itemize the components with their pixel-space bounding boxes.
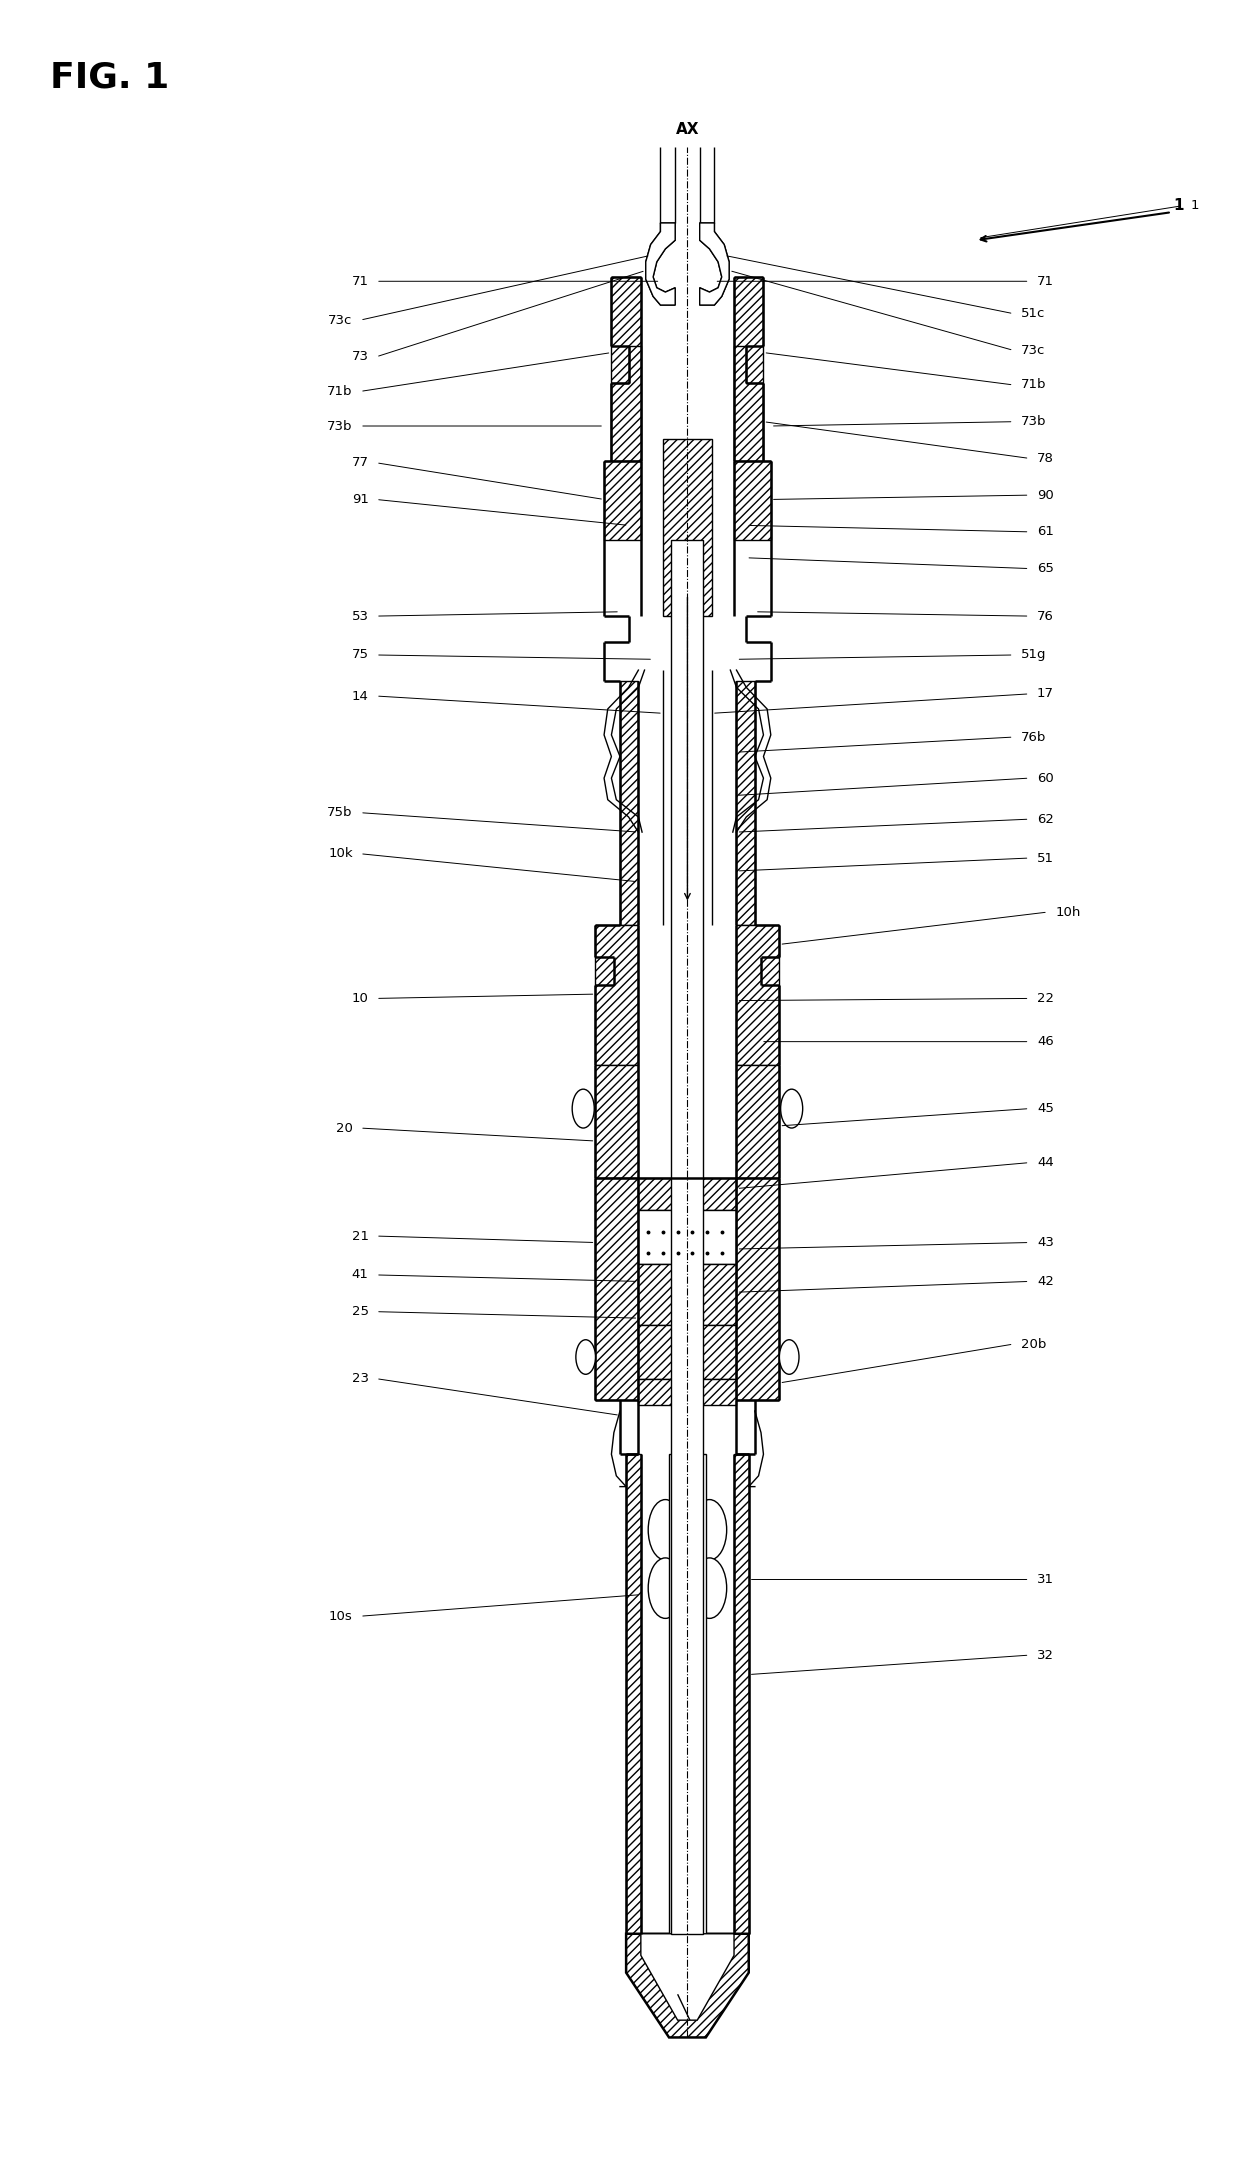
Text: 20b: 20b <box>1021 1337 1047 1350</box>
Text: 31: 31 <box>1037 1574 1054 1587</box>
Text: 10: 10 <box>352 991 368 1004</box>
Polygon shape <box>737 680 755 924</box>
Text: 20: 20 <box>336 1122 352 1135</box>
Text: 51c: 51c <box>1021 307 1045 320</box>
Text: 1: 1 <box>1190 200 1199 213</box>
Circle shape <box>781 1089 802 1128</box>
Text: 65: 65 <box>1037 563 1054 576</box>
Polygon shape <box>626 1933 749 2037</box>
Bar <box>663 439 712 615</box>
Bar <box>670 1454 706 1933</box>
Circle shape <box>649 1500 682 1561</box>
Polygon shape <box>699 224 729 304</box>
Bar <box>734 1454 749 1933</box>
Bar <box>639 1324 737 1378</box>
Text: 10s: 10s <box>329 1609 352 1622</box>
Text: 73b: 73b <box>327 420 352 433</box>
Text: 73c: 73c <box>1021 343 1045 357</box>
Bar <box>737 1065 780 1178</box>
Circle shape <box>572 1089 594 1128</box>
Circle shape <box>649 1559 682 1617</box>
Text: 75b: 75b <box>327 807 352 820</box>
Text: 32: 32 <box>1037 1648 1054 1661</box>
Text: 45: 45 <box>1037 1102 1054 1115</box>
Bar <box>639 1211 737 1263</box>
Text: 44: 44 <box>1037 1157 1054 1170</box>
Text: 78: 78 <box>1037 452 1054 465</box>
Polygon shape <box>737 924 780 1065</box>
Polygon shape <box>620 680 639 924</box>
Bar <box>734 461 771 541</box>
Bar <box>639 1378 737 1404</box>
Bar <box>639 1178 737 1211</box>
Text: 1: 1 <box>1173 198 1184 213</box>
Bar <box>595 1065 639 1178</box>
Text: 25: 25 <box>352 1304 368 1317</box>
Text: FIG. 1: FIG. 1 <box>50 61 169 96</box>
Text: 14: 14 <box>352 689 368 702</box>
Text: 23: 23 <box>352 1372 368 1385</box>
Bar <box>620 680 755 922</box>
Text: 76: 76 <box>1037 609 1054 622</box>
Polygon shape <box>737 1178 780 1400</box>
Text: 17: 17 <box>1037 687 1054 700</box>
Text: 75: 75 <box>352 648 368 661</box>
Text: 62: 62 <box>1037 813 1054 826</box>
Text: 76b: 76b <box>1021 730 1047 744</box>
Text: 43: 43 <box>1037 1237 1054 1250</box>
Text: 77: 77 <box>352 457 368 470</box>
Polygon shape <box>595 924 639 1065</box>
Circle shape <box>575 1339 595 1374</box>
Text: 51: 51 <box>1037 852 1054 865</box>
Text: 21: 21 <box>352 1230 368 1244</box>
Circle shape <box>692 1500 727 1561</box>
Text: 42: 42 <box>1037 1274 1054 1287</box>
Polygon shape <box>611 276 641 461</box>
Polygon shape <box>611 346 641 461</box>
Polygon shape <box>595 1178 639 1400</box>
Bar <box>604 461 641 541</box>
Polygon shape <box>641 1933 734 2020</box>
Text: 46: 46 <box>1037 1035 1054 1048</box>
Polygon shape <box>734 346 764 461</box>
Text: 41: 41 <box>352 1267 368 1280</box>
Text: 61: 61 <box>1037 526 1054 539</box>
Text: 73: 73 <box>352 350 368 363</box>
Text: 60: 60 <box>1037 772 1054 785</box>
Text: 91: 91 <box>352 493 368 507</box>
Polygon shape <box>646 224 675 304</box>
Text: 71: 71 <box>1037 274 1054 287</box>
Text: 10k: 10k <box>329 848 352 861</box>
Circle shape <box>692 1559 727 1617</box>
Text: AX: AX <box>676 122 699 137</box>
Text: 71b: 71b <box>1021 378 1047 391</box>
Bar <box>626 1454 641 1933</box>
Text: 10h: 10h <box>1055 907 1080 920</box>
Text: 22: 22 <box>1037 991 1054 1004</box>
Text: 71: 71 <box>352 274 368 287</box>
Polygon shape <box>734 276 764 461</box>
Text: 73b: 73b <box>1021 415 1047 428</box>
Circle shape <box>780 1339 799 1374</box>
Polygon shape <box>646 224 675 304</box>
Text: 90: 90 <box>1037 489 1054 502</box>
Bar <box>672 541 703 1933</box>
Polygon shape <box>699 224 729 304</box>
Text: 73c: 73c <box>329 313 352 326</box>
Bar <box>639 1263 737 1324</box>
Text: 71b: 71b <box>327 385 352 398</box>
Text: 53: 53 <box>352 609 368 622</box>
Text: 51g: 51g <box>1021 648 1047 661</box>
